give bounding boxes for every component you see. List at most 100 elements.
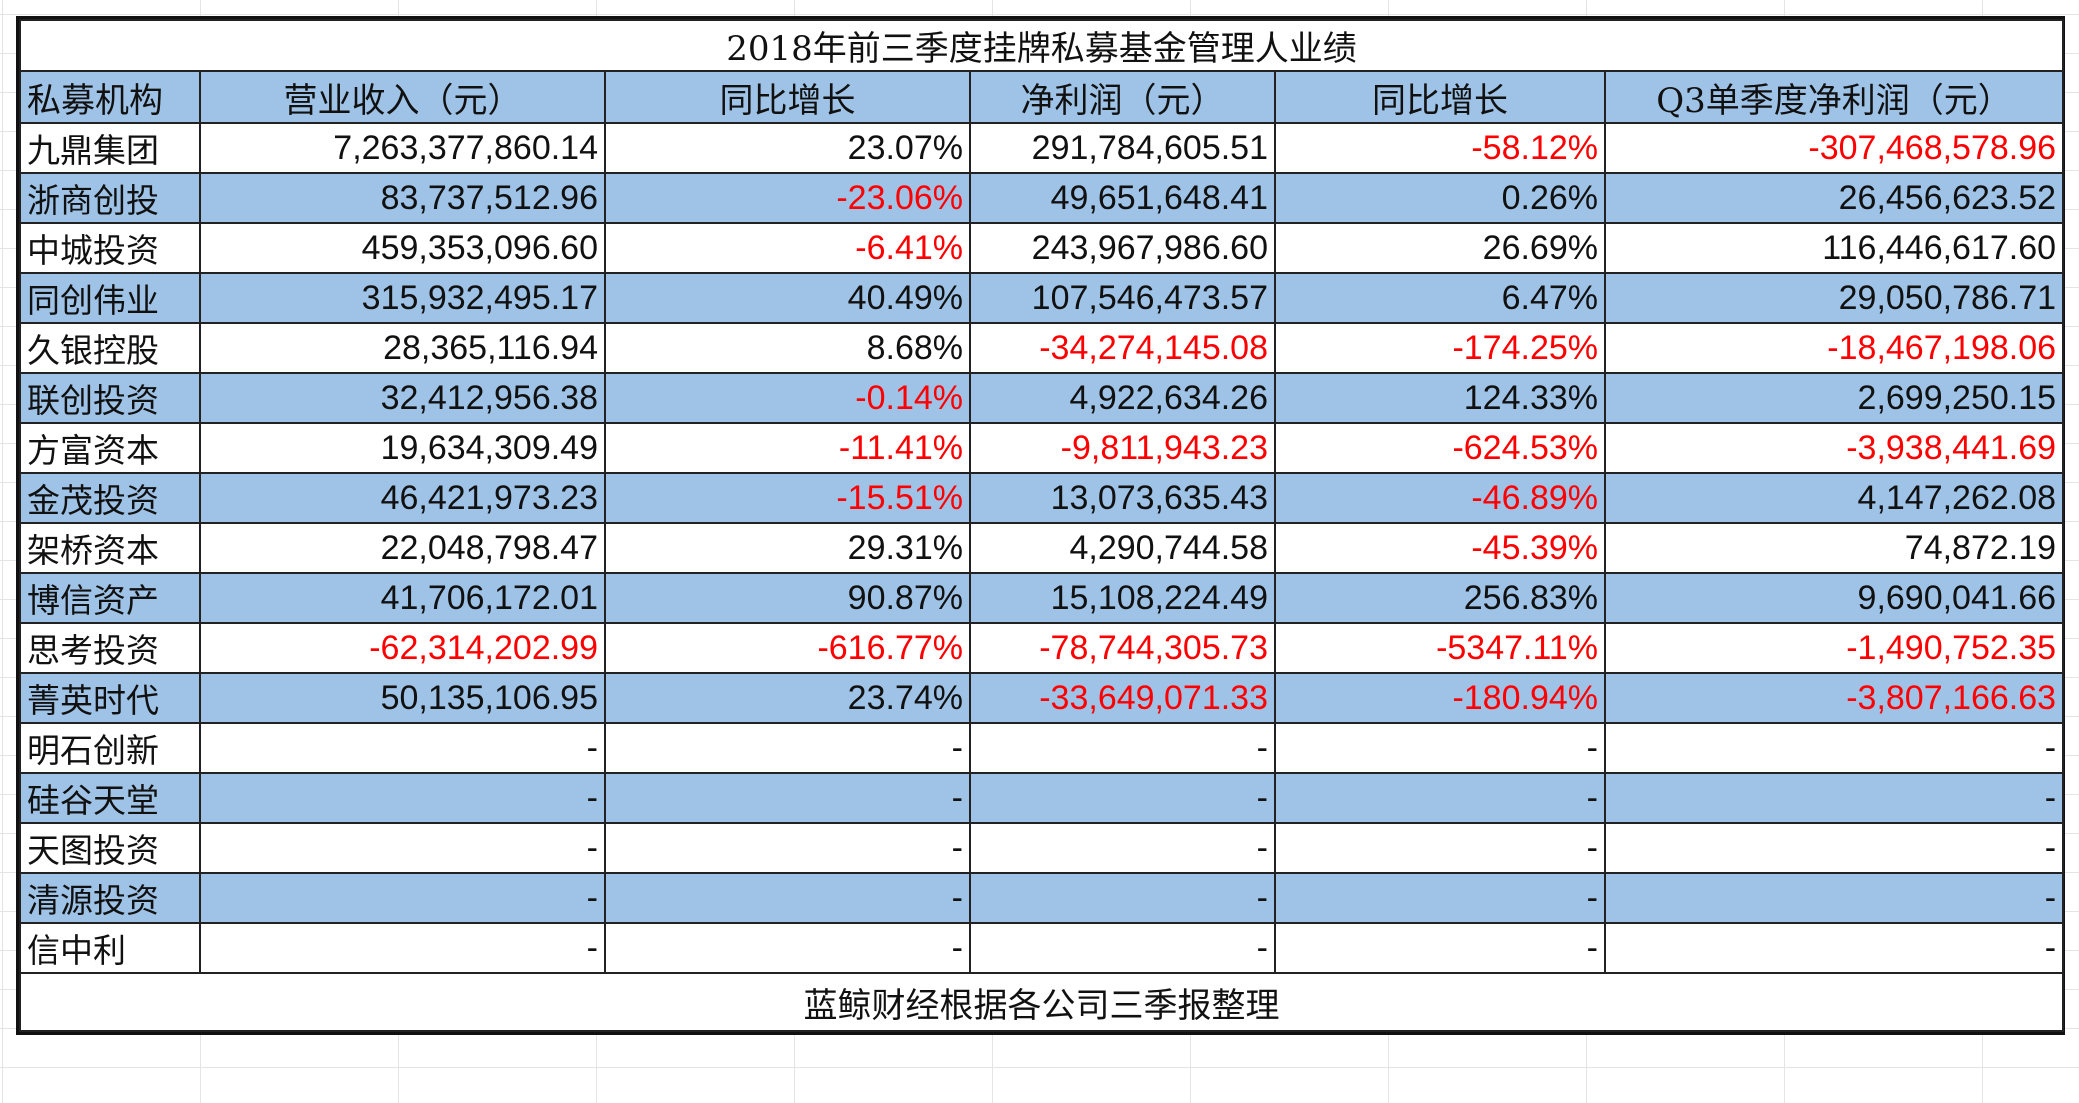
q3-profit-cell[interactable]: -18,467,198.06 — [1603, 322, 2065, 374]
revenue-cell[interactable]: - — [199, 872, 606, 924]
revenue-cell[interactable]: 28,365,116.94 — [199, 322, 606, 374]
revenue-cell[interactable]: 50,135,106.95 — [199, 672, 606, 724]
profit-yoy-cell[interactable]: -624.53% — [1274, 422, 1606, 474]
profit-yoy-cell[interactable]: -180.94% — [1274, 672, 1606, 724]
table-title[interactable]: 2018年前三季度挂牌私募基金管理人业绩 — [18, 19, 2065, 72]
revenue-yoy-cell[interactable]: 23.74% — [604, 672, 971, 724]
revenue-yoy-cell[interactable]: -0.14% — [604, 372, 971, 424]
org-name-cell[interactable]: 方富资本 — [19, 422, 201, 474]
profit-yoy-cell[interactable]: - — [1274, 722, 1606, 774]
net-profit-cell[interactable]: - — [969, 872, 1276, 924]
profit-yoy-cell[interactable]: 6.47% — [1274, 272, 1606, 324]
net-profit-cell[interactable]: - — [969, 822, 1276, 874]
org-name-cell[interactable]: 博信资产 — [19, 572, 201, 624]
revenue-cell[interactable]: -62,314,202.99 — [199, 622, 606, 674]
revenue-yoy-cell[interactable]: - — [604, 822, 971, 874]
q3-profit-cell[interactable]: 9,690,041.66 — [1603, 572, 2065, 624]
revenue-cell[interactable]: - — [199, 822, 606, 874]
q3-profit-cell[interactable]: 116,446,617.60 — [1603, 222, 2065, 274]
profit-yoy-cell[interactable]: -5347.11% — [1274, 622, 1606, 674]
header-q3-profit[interactable]: Q3单季度净利润（元） — [1603, 70, 2065, 124]
org-name-cell[interactable]: 同创伟业 — [19, 272, 201, 324]
revenue-yoy-cell[interactable]: - — [604, 872, 971, 924]
profit-yoy-cell[interactable]: 0.26% — [1274, 172, 1606, 224]
q3-profit-cell[interactable]: - — [1603, 772, 2065, 824]
q3-profit-cell[interactable]: - — [1603, 922, 2065, 974]
profit-yoy-cell[interactable]: - — [1274, 922, 1606, 974]
q3-profit-cell[interactable]: -3,938,441.69 — [1603, 422, 2065, 474]
revenue-yoy-cell[interactable]: -6.41% — [604, 222, 971, 274]
revenue-cell[interactable]: 19,634,309.49 — [199, 422, 606, 474]
revenue-cell[interactable]: 7,263,377,860.14 — [199, 122, 606, 174]
revenue-yoy-cell[interactable]: -23.06% — [604, 172, 971, 224]
revenue-cell[interactable]: 41,706,172.01 — [199, 572, 606, 624]
org-name-cell[interactable]: 金茂投资 — [19, 472, 201, 524]
revenue-cell[interactable]: 32,412,956.38 — [199, 372, 606, 424]
net-profit-cell[interactable]: 13,073,635.43 — [969, 472, 1276, 524]
revenue-yoy-cell[interactable]: - — [604, 922, 971, 974]
revenue-cell[interactable]: - — [199, 772, 606, 824]
profit-yoy-cell[interactable]: -58.12% — [1274, 122, 1606, 174]
q3-profit-cell[interactable]: 74,872.19 — [1603, 522, 2065, 574]
q3-profit-cell[interactable]: 29,050,786.71 — [1603, 272, 2065, 324]
q3-profit-cell[interactable]: - — [1603, 722, 2065, 774]
source-note[interactable]: 蓝鲸财经根据各公司三季报整理 — [18, 972, 2065, 1032]
net-profit-cell[interactable]: 15,108,224.49 — [969, 572, 1276, 624]
org-name-cell[interactable]: 硅谷天堂 — [19, 772, 201, 824]
q3-profit-cell[interactable]: 4,147,262.08 — [1603, 472, 2065, 524]
profit-yoy-cell[interactable]: 124.33% — [1274, 372, 1606, 424]
net-profit-cell[interactable]: -78,744,305.73 — [969, 622, 1276, 674]
q3-profit-cell[interactable]: -3,807,166.63 — [1603, 672, 2065, 724]
org-name-cell[interactable]: 架桥资本 — [19, 522, 201, 574]
revenue-cell[interactable]: 83,737,512.96 — [199, 172, 606, 224]
revenue-yoy-cell[interactable]: - — [604, 722, 971, 774]
org-name-cell[interactable]: 清源投资 — [19, 872, 201, 924]
q3-profit-cell[interactable]: -1,490,752.35 — [1603, 622, 2065, 674]
net-profit-cell[interactable]: - — [969, 772, 1276, 824]
net-profit-cell[interactable]: 49,651,648.41 — [969, 172, 1276, 224]
org-name-cell[interactable]: 联创投资 — [19, 372, 201, 424]
profit-yoy-cell[interactable]: -45.39% — [1274, 522, 1606, 574]
net-profit-cell[interactable]: 4,922,634.26 — [969, 372, 1276, 424]
revenue-yoy-cell[interactable]: -15.51% — [604, 472, 971, 524]
org-name-cell[interactable]: 中城投资 — [19, 222, 201, 274]
net-profit-cell[interactable]: - — [969, 922, 1276, 974]
header-org[interactable]: 私募机构 — [19, 70, 201, 124]
profit-yoy-cell[interactable]: -174.25% — [1274, 322, 1606, 374]
profit-yoy-cell[interactable]: - — [1274, 772, 1606, 824]
profit-yoy-cell[interactable]: - — [1274, 872, 1606, 924]
q3-profit-cell[interactable]: - — [1603, 822, 2065, 874]
net-profit-cell[interactable]: - — [969, 722, 1276, 774]
header-profit-yoy[interactable]: 同比增长 — [1274, 70, 1606, 124]
revenue-yoy-cell[interactable]: - — [604, 772, 971, 824]
net-profit-cell[interactable]: 4,290,744.58 — [969, 522, 1276, 574]
header-revenue[interactable]: 营业收入（元） — [199, 70, 606, 124]
org-name-cell[interactable]: 浙商创投 — [19, 172, 201, 224]
profit-yoy-cell[interactable]: -46.89% — [1274, 472, 1606, 524]
profit-yoy-cell[interactable]: - — [1274, 822, 1606, 874]
net-profit-cell[interactable]: 291,784,605.51 — [969, 122, 1276, 174]
revenue-yoy-cell[interactable]: -616.77% — [604, 622, 971, 674]
header-net-profit[interactable]: 净利润（元） — [969, 70, 1276, 124]
org-name-cell[interactable]: 明石创新 — [19, 722, 201, 774]
net-profit-cell[interactable]: 243,967,986.60 — [969, 222, 1276, 274]
revenue-cell[interactable]: 315,932,495.17 — [199, 272, 606, 324]
q3-profit-cell[interactable]: -307,468,578.96 — [1603, 122, 2065, 174]
org-name-cell[interactable]: 菁英时代 — [19, 672, 201, 724]
revenue-cell[interactable]: 46,421,973.23 — [199, 472, 606, 524]
revenue-cell[interactable]: - — [199, 722, 606, 774]
revenue-yoy-cell[interactable]: 90.87% — [604, 572, 971, 624]
org-name-cell[interactable]: 久银控股 — [19, 322, 201, 374]
org-name-cell[interactable]: 思考投资 — [19, 622, 201, 674]
revenue-cell[interactable]: 459,353,096.60 — [199, 222, 606, 274]
org-name-cell[interactable]: 九鼎集团 — [19, 122, 201, 174]
revenue-yoy-cell[interactable]: 40.49% — [604, 272, 971, 324]
revenue-yoy-cell[interactable]: 23.07% — [604, 122, 971, 174]
q3-profit-cell[interactable]: 26,456,623.52 — [1603, 172, 2065, 224]
revenue-cell[interactable]: 22,048,798.47 — [199, 522, 606, 574]
net-profit-cell[interactable]: -34,274,145.08 — [969, 322, 1276, 374]
profit-yoy-cell[interactable]: 26.69% — [1274, 222, 1606, 274]
q3-profit-cell[interactable]: 2,699,250.15 — [1603, 372, 2065, 424]
profit-yoy-cell[interactable]: 256.83% — [1274, 572, 1606, 624]
revenue-cell[interactable]: - — [199, 922, 606, 974]
